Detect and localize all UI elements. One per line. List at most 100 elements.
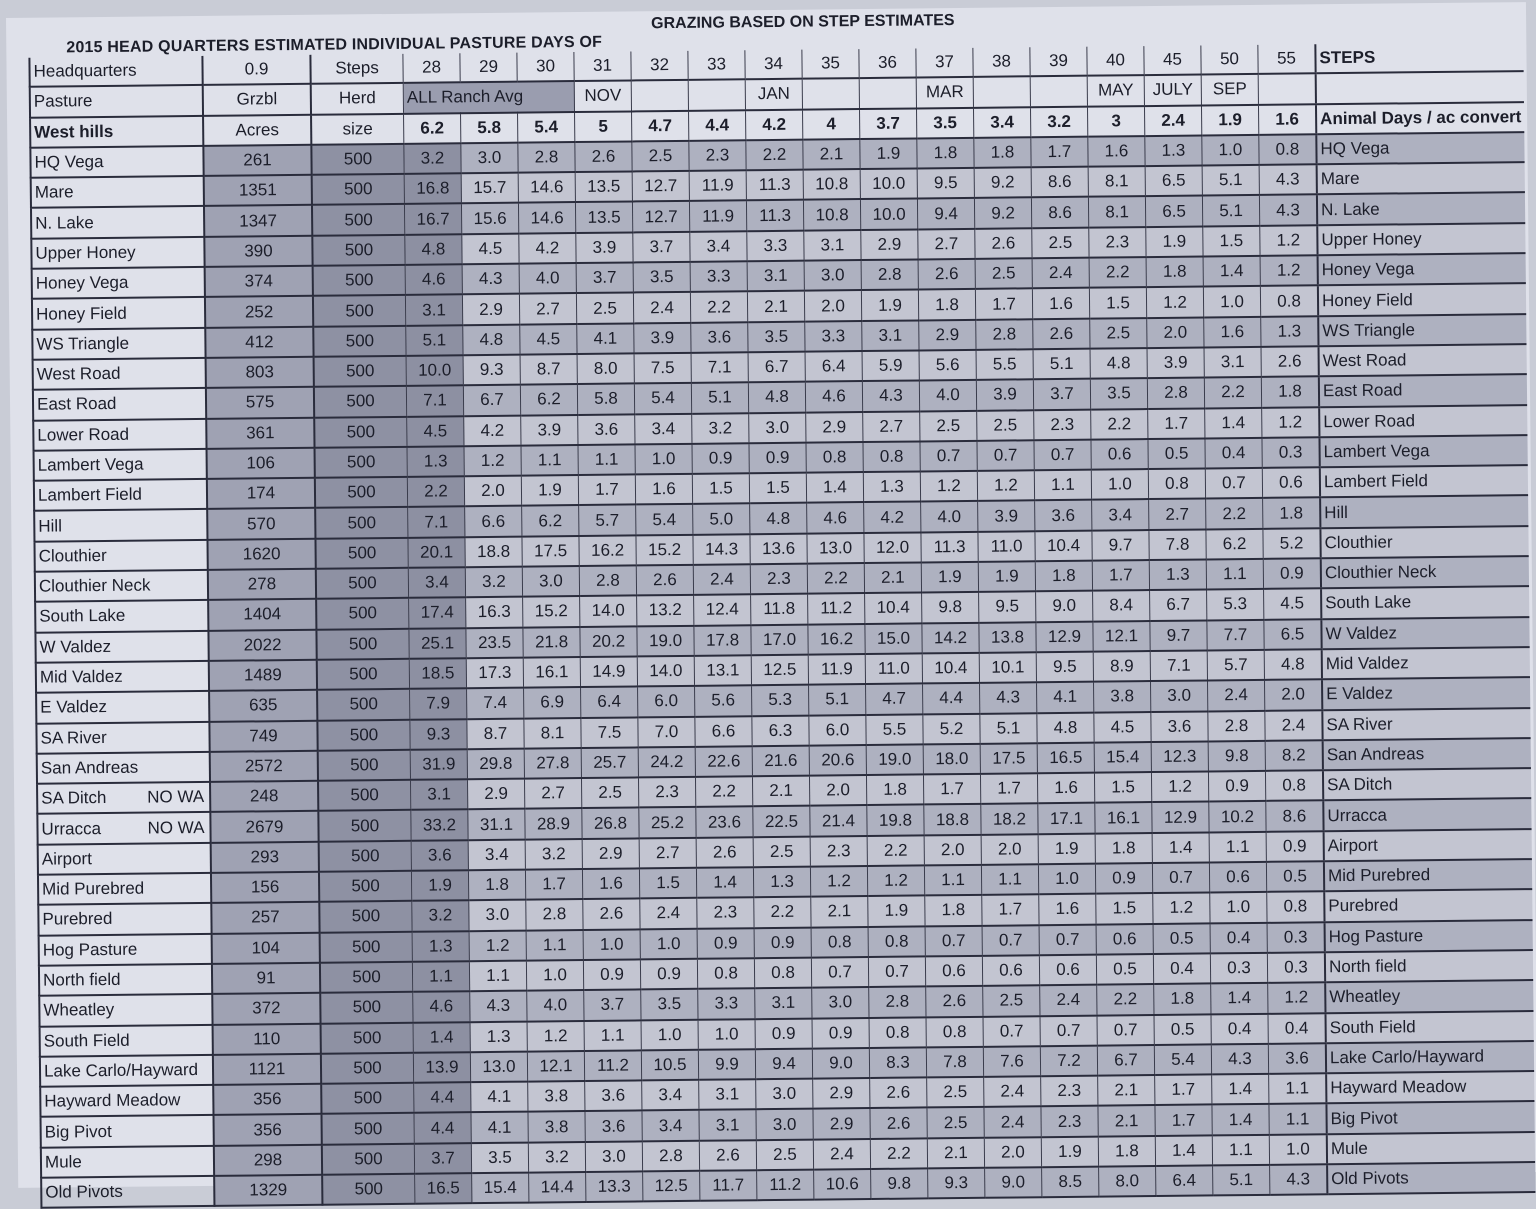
ranch-avg-label: ALL Ranch Avg: [406, 87, 524, 108]
days-cell: 2.6: [636, 564, 694, 596]
pasture-name-text: Honey Vega: [35, 272, 129, 293]
days-cell: 13.2: [636, 595, 694, 627]
days-cell: 0.9: [1208, 770, 1266, 802]
days-cell: 3.6: [584, 1110, 643, 1142]
days-cell: 1.6: [1037, 772, 1095, 804]
days-cell: 14.9: [580, 656, 638, 688]
days-cell: 7.1: [691, 352, 749, 384]
days-cell: 2.5: [926, 1076, 984, 1108]
days-cell: 1.0: [634, 443, 693, 475]
pasture-name-text: W Valdez: [39, 636, 112, 657]
acres-cell: 298: [213, 1144, 323, 1176]
days-cell: 5.7: [1207, 649, 1265, 681]
days-cell: 3.1: [698, 1079, 756, 1111]
days-cell: 5.1: [1212, 1164, 1270, 1196]
days-cell: 6.7: [463, 384, 521, 416]
pasture-name-text: Mule: [44, 1152, 82, 1172]
days-cell: 2.9: [812, 1078, 870, 1109]
days-cell: 2.2: [690, 291, 748, 323]
herd-size-cell: 500: [312, 234, 406, 266]
days-cell: 4.8: [749, 503, 807, 534]
days-cell: 3.1: [405, 294, 463, 326]
pasture-name-text: SA Ditch: [41, 788, 107, 808]
days-cell: 2.5: [976, 409, 1034, 441]
header-step-cell: 28: [402, 53, 461, 84]
header-step-cell: 29: [459, 52, 518, 83]
days-cell: 0.9: [1266, 830, 1324, 862]
days-cell: 1.6: [635, 473, 693, 505]
days-cell: 3.4: [641, 1079, 699, 1111]
days-cell: 2.3: [638, 776, 696, 808]
days-cell: 1.5: [692, 473, 750, 505]
days-cell: 7.1: [407, 506, 465, 538]
header-step-cell: 4.7: [631, 110, 689, 142]
days-cell: 6.6: [694, 715, 753, 747]
herd-size-cell: 500: [318, 840, 412, 872]
days-cell: 6.5: [1145, 165, 1203, 197]
herd-size-cell: 500: [316, 658, 410, 691]
pasture-name: Clouthier: [34, 539, 208, 572]
days-cell: 23.5: [465, 627, 524, 659]
days-cell: 0.6: [1096, 923, 1154, 955]
days-cell: 2.1: [752, 775, 810, 807]
days-cell: 0.8: [862, 441, 921, 473]
herd-size-cell: 500: [319, 931, 413, 963]
days-cell: 5.3: [1206, 589, 1264, 621]
pasture-name-text: Honey Field: [35, 303, 127, 324]
header-step-cell: 3.5: [916, 107, 974, 139]
days-cell: 2.6: [574, 141, 633, 173]
days-cell: 3.1: [747, 260, 805, 292]
header-step-cell: 39: [1029, 46, 1088, 77]
pasture-name: West Road: [32, 357, 206, 391]
days-cell: 0.9: [812, 1017, 870, 1049]
days-cell: 8.7: [466, 718, 525, 750]
days-cell: 18.8: [464, 536, 523, 568]
days-cell: 9.7: [1149, 620, 1208, 651]
pasture-name-right: E Valdez: [1321, 677, 1531, 710]
days-cell: 0.5: [1096, 953, 1154, 985]
herd-size-cell: 500: [311, 204, 405, 236]
days-cell: 17.3: [466, 657, 524, 689]
days-cell: 3.6: [584, 1080, 642, 1112]
days-cell: 0.4: [1210, 922, 1268, 954]
days-cell: 3.1: [803, 229, 862, 261]
days-cell: 5.2: [1262, 528, 1321, 559]
days-cell: 27.8: [524, 747, 582, 779]
days-cell: 2.6: [925, 986, 984, 1017]
herd-size-cell: 500: [312, 264, 406, 297]
days-cell: 7.0: [637, 716, 696, 748]
pasture-name: Honey Vega: [31, 267, 205, 300]
days-cell: 13.9: [413, 1051, 471, 1083]
header-step-cell: 6.2: [403, 112, 461, 144]
days-cell: 20.6: [809, 744, 867, 776]
acres-cell: 356: [213, 1083, 322, 1116]
days-cell: 0.3: [1267, 921, 1325, 953]
days-cell: 3.8: [527, 1081, 585, 1112]
pasture-name-right: HQ Vega: [1316, 131, 1525, 165]
days-cell: 6.4: [805, 351, 863, 382]
days-cell: 3.8: [527, 1111, 586, 1143]
acres-cell: 156: [210, 871, 320, 904]
pasture-name-text: HQ Vega: [34, 152, 104, 172]
days-cell: 2.8: [1147, 377, 1205, 409]
pasture-name-right: Lambert Vega: [1319, 434, 1529, 468]
days-cell: 3.6: [1034, 500, 1092, 532]
header-step-cell: 50: [1200, 44, 1259, 75]
header-step-cell: 2.4: [1144, 105, 1202, 136]
days-cell: 5.6: [919, 349, 977, 381]
days-cell: 3.1: [410, 779, 468, 811]
days-cell: 0.7: [1040, 1015, 1098, 1047]
days-cell: 11.2: [584, 1050, 642, 1082]
days-cell: 4.5: [519, 323, 578, 355]
header-step-cell: 3.7: [859, 108, 917, 139]
header-step-cell: [802, 78, 860, 110]
days-cell: 2.1: [802, 138, 861, 170]
header-step-cell: 30: [516, 52, 575, 82]
days-cell: 0.8: [926, 1016, 984, 1048]
days-cell: 0.7: [811, 956, 869, 988]
header-step-cell: 32: [630, 50, 689, 81]
days-cell: 15.2: [635, 534, 694, 566]
days-cell: 1.4: [1203, 255, 1261, 287]
days-cell: 10.4: [1034, 530, 1093, 562]
days-cell: 3.1: [861, 320, 920, 352]
